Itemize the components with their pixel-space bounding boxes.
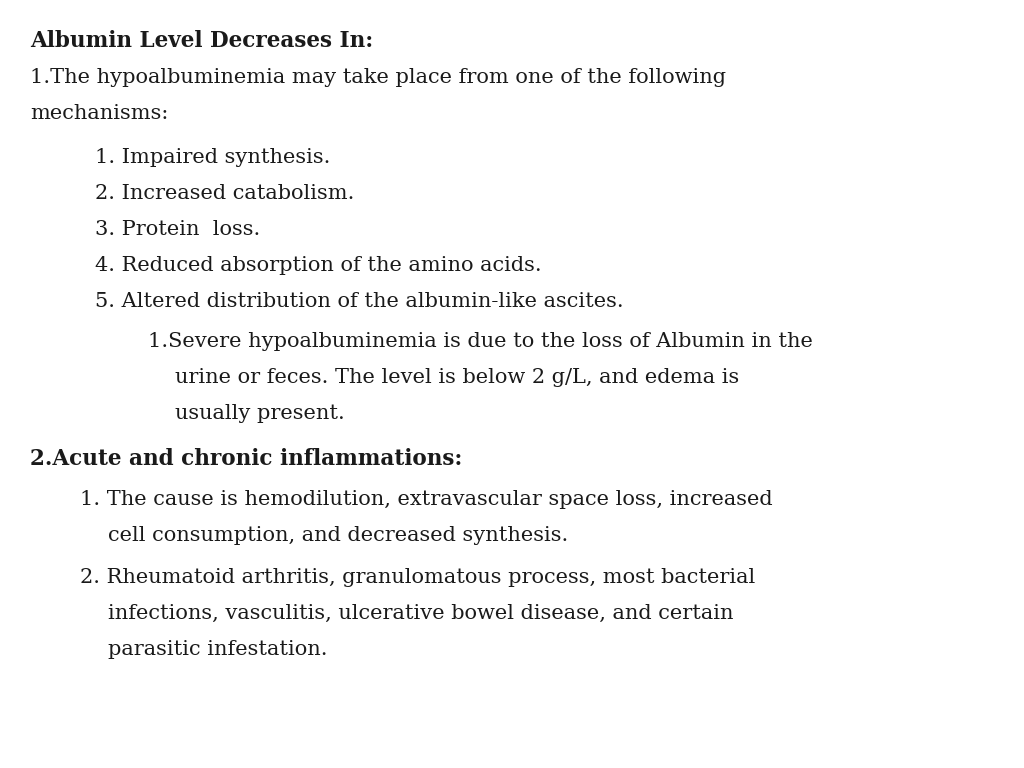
Text: infections, vasculitis, ulcerative bowel disease, and certain: infections, vasculitis, ulcerative bowel… xyxy=(108,604,733,623)
Text: parasitic infestation.: parasitic infestation. xyxy=(108,640,328,659)
Text: usually present.: usually present. xyxy=(175,404,345,423)
Text: 1. The cause is hemodilution, extravascular space loss, increased: 1. The cause is hemodilution, extravascu… xyxy=(80,490,773,509)
Text: mechanisms:: mechanisms: xyxy=(30,104,168,123)
Text: Albumin Level Decreases In:: Albumin Level Decreases In: xyxy=(30,30,374,52)
Text: 4. Reduced absorption of the amino acids.: 4. Reduced absorption of the amino acids… xyxy=(95,256,542,275)
Text: urine or feces. The level is below 2 g/L, and edema is: urine or feces. The level is below 2 g/L… xyxy=(175,368,739,387)
Text: cell consumption, and decreased synthesis.: cell consumption, and decreased synthesi… xyxy=(108,526,568,545)
Text: 1. Impaired synthesis.: 1. Impaired synthesis. xyxy=(95,148,331,167)
Text: 1.Severe hypoalbuminemia is due to the loss of Albumin in the: 1.Severe hypoalbuminemia is due to the l… xyxy=(148,332,813,351)
Text: 1.The hypoalbuminemia may take place from one of the following: 1.The hypoalbuminemia may take place fro… xyxy=(30,68,726,87)
Text: 5. Altered distribution of the albumin-like ascites.: 5. Altered distribution of the albumin-l… xyxy=(95,292,624,311)
Text: 2. Rheumatoid arthritis, granulomatous process, most bacterial: 2. Rheumatoid arthritis, granulomatous p… xyxy=(80,568,756,587)
Text: 2. Increased catabolism.: 2. Increased catabolism. xyxy=(95,184,354,203)
Text: 2.Acute and chronic inflammations:: 2.Acute and chronic inflammations: xyxy=(30,448,463,470)
Text: 3. Protein  loss.: 3. Protein loss. xyxy=(95,220,260,239)
